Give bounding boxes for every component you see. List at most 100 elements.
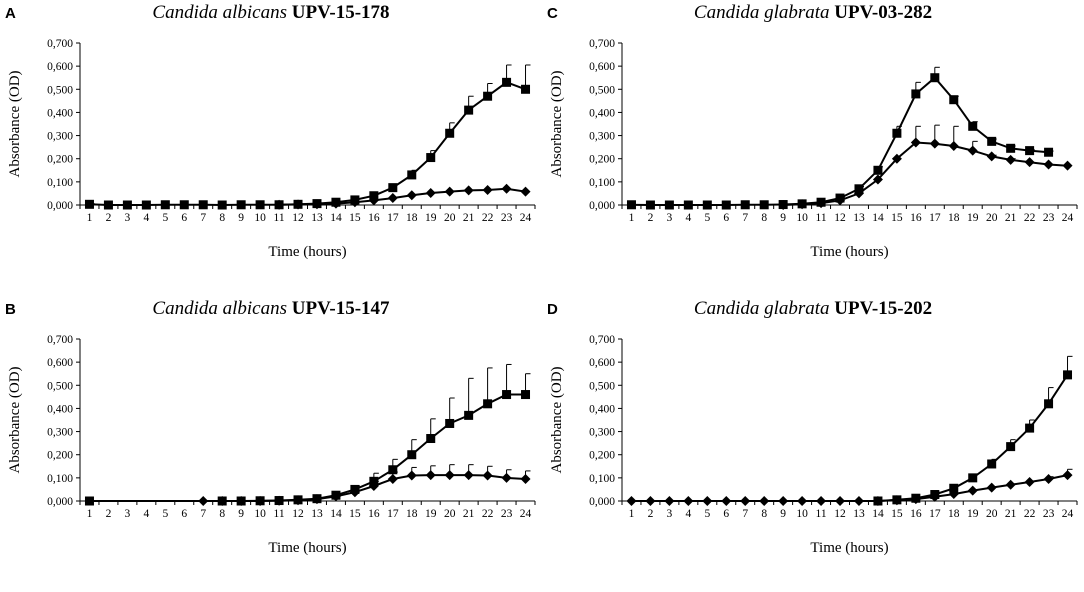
data-point-diamond (463, 185, 474, 196)
y-tick-label: 0,200 (47, 154, 73, 166)
data-point-diamond (835, 496, 846, 506)
data-point-square (968, 121, 978, 131)
x-tick-label: 21 (463, 212, 475, 224)
data-point-diamond (501, 183, 512, 194)
panel-letter: B (5, 301, 16, 318)
title-species: Candida glabrata (694, 298, 830, 319)
series-square (626, 66, 1054, 210)
data-point-square (84, 496, 94, 506)
title-species: Candida albicans (152, 298, 287, 319)
data-point-square (122, 200, 132, 210)
x-tick-label: 24 (520, 508, 532, 520)
x-tick-label: 2 (648, 508, 654, 520)
x-tick-label: 8 (761, 212, 767, 224)
data-point-diamond (1043, 474, 1054, 485)
y-tick-label: 0,100 (589, 473, 615, 485)
data-point-square (721, 200, 731, 210)
x-tick-label: 8 (219, 212, 225, 224)
x-tick-label: 11 (816, 508, 827, 520)
x-tick-label: 1 (87, 212, 93, 224)
x-tick-label: 18 (948, 212, 960, 224)
data-point-square (1025, 146, 1035, 156)
data-point-square (892, 128, 902, 138)
title-strain: UPV-03-282 (834, 2, 932, 23)
data-point-square (179, 200, 189, 210)
data-point-square (987, 459, 997, 469)
x-tick-label: 11 (274, 212, 285, 224)
data-point-diamond (274, 199, 285, 210)
x-tick-label: 16 (910, 212, 922, 224)
y-tick-label: 0,400 (589, 107, 615, 119)
data-point-square (873, 165, 883, 175)
data-point-diamond (778, 200, 789, 210)
data-point-diamond (835, 195, 846, 206)
x-tick-label: 4 (685, 212, 691, 224)
x-tick-label: 3 (125, 212, 131, 224)
data-point-square (217, 200, 227, 210)
x-tick-label: 5 (704, 212, 710, 224)
data-point-diamond (444, 470, 455, 481)
data-point-square (426, 434, 436, 444)
data-point-square (1006, 143, 1016, 153)
y-axis-label: Absorbance (OD) (549, 70, 565, 177)
x-tick-label: 16 (368, 508, 380, 520)
x-tick-label: 2 (106, 212, 112, 224)
x-tick-label: 7 (742, 212, 748, 224)
x-tick-label: 15 (891, 508, 903, 520)
x-tick-label: 7 (742, 508, 748, 520)
y-tick-label: 0,200 (589, 154, 615, 166)
data-point-diamond (236, 496, 247, 506)
x-tick-label: 9 (780, 212, 786, 224)
series-line (783, 141, 1068, 206)
y-tick-label: 0,400 (589, 403, 615, 415)
x-tick-label: 18 (406, 212, 418, 224)
x-tick-label: 2 (648, 212, 654, 224)
x-tick-label: 19 (425, 212, 437, 224)
x-tick-label: 1 (629, 508, 635, 520)
y-tick-label: 0,000 (47, 200, 73, 212)
data-point-diamond (645, 496, 656, 506)
data-point-diamond (816, 198, 827, 209)
y-tick-label: 0,200 (47, 450, 73, 462)
x-axis-label: Time (hours) (810, 244, 888, 260)
data-point-square (255, 200, 265, 210)
data-point-square (664, 200, 674, 210)
x-tick-label: 24 (520, 212, 532, 224)
x-tick-label: 8 (761, 508, 767, 520)
chart-panel-a: A Candida albicans UPV-15-178 0,000 0,100 0,… (0, 0, 542, 296)
y-tick-label: 0,600 (589, 61, 615, 73)
series-square (84, 64, 531, 210)
x-tick-label: 14 (872, 212, 884, 224)
x-tick-label: 23 (501, 508, 513, 520)
data-point-square (521, 84, 531, 94)
x-tick-label: 17 (387, 212, 399, 224)
data-point-diamond (425, 187, 436, 198)
x-tick-label: 23 (1043, 212, 1055, 224)
y-tick-label: 0,700 (589, 38, 615, 50)
x-tick-label: 10 (796, 508, 808, 520)
x-tick-label: 12 (834, 508, 846, 520)
y-tick-label: 0,400 (47, 107, 73, 119)
x-tick-label: 20 (986, 212, 998, 224)
data-point-diamond (311, 494, 322, 505)
data-point-diamond (406, 470, 417, 481)
data-point-diamond (872, 174, 883, 185)
x-tick-label: 19 (967, 508, 979, 520)
x-tick-label: 13 (311, 508, 323, 520)
data-point-diamond (778, 496, 789, 506)
x-tick-label: 22 (482, 212, 494, 224)
data-point-diamond (891, 153, 902, 164)
chart-svg: C Candida glabrata UPV-03-282 0,000 0,100 0,… (547, 2, 1078, 260)
x-tick-label: 21 (1005, 212, 1017, 224)
data-point-diamond (349, 487, 360, 498)
chart-svg: A Candida albicans UPV-15-178 0,000 0,100 0,… (5, 2, 536, 260)
y-tick-label: 0,100 (47, 177, 73, 189)
x-tick-label: 1 (629, 212, 635, 224)
chart-title: Candida albicans UPV-15-147 (152, 298, 390, 319)
data-point-square (911, 89, 921, 99)
x-tick-label: 17 (929, 212, 941, 224)
chart-panel-b: B Candida albicans UPV-15-147 0,000 0,100 0,… (0, 296, 542, 592)
series-line (89, 393, 526, 502)
x-tick-label: 18 (406, 508, 418, 520)
